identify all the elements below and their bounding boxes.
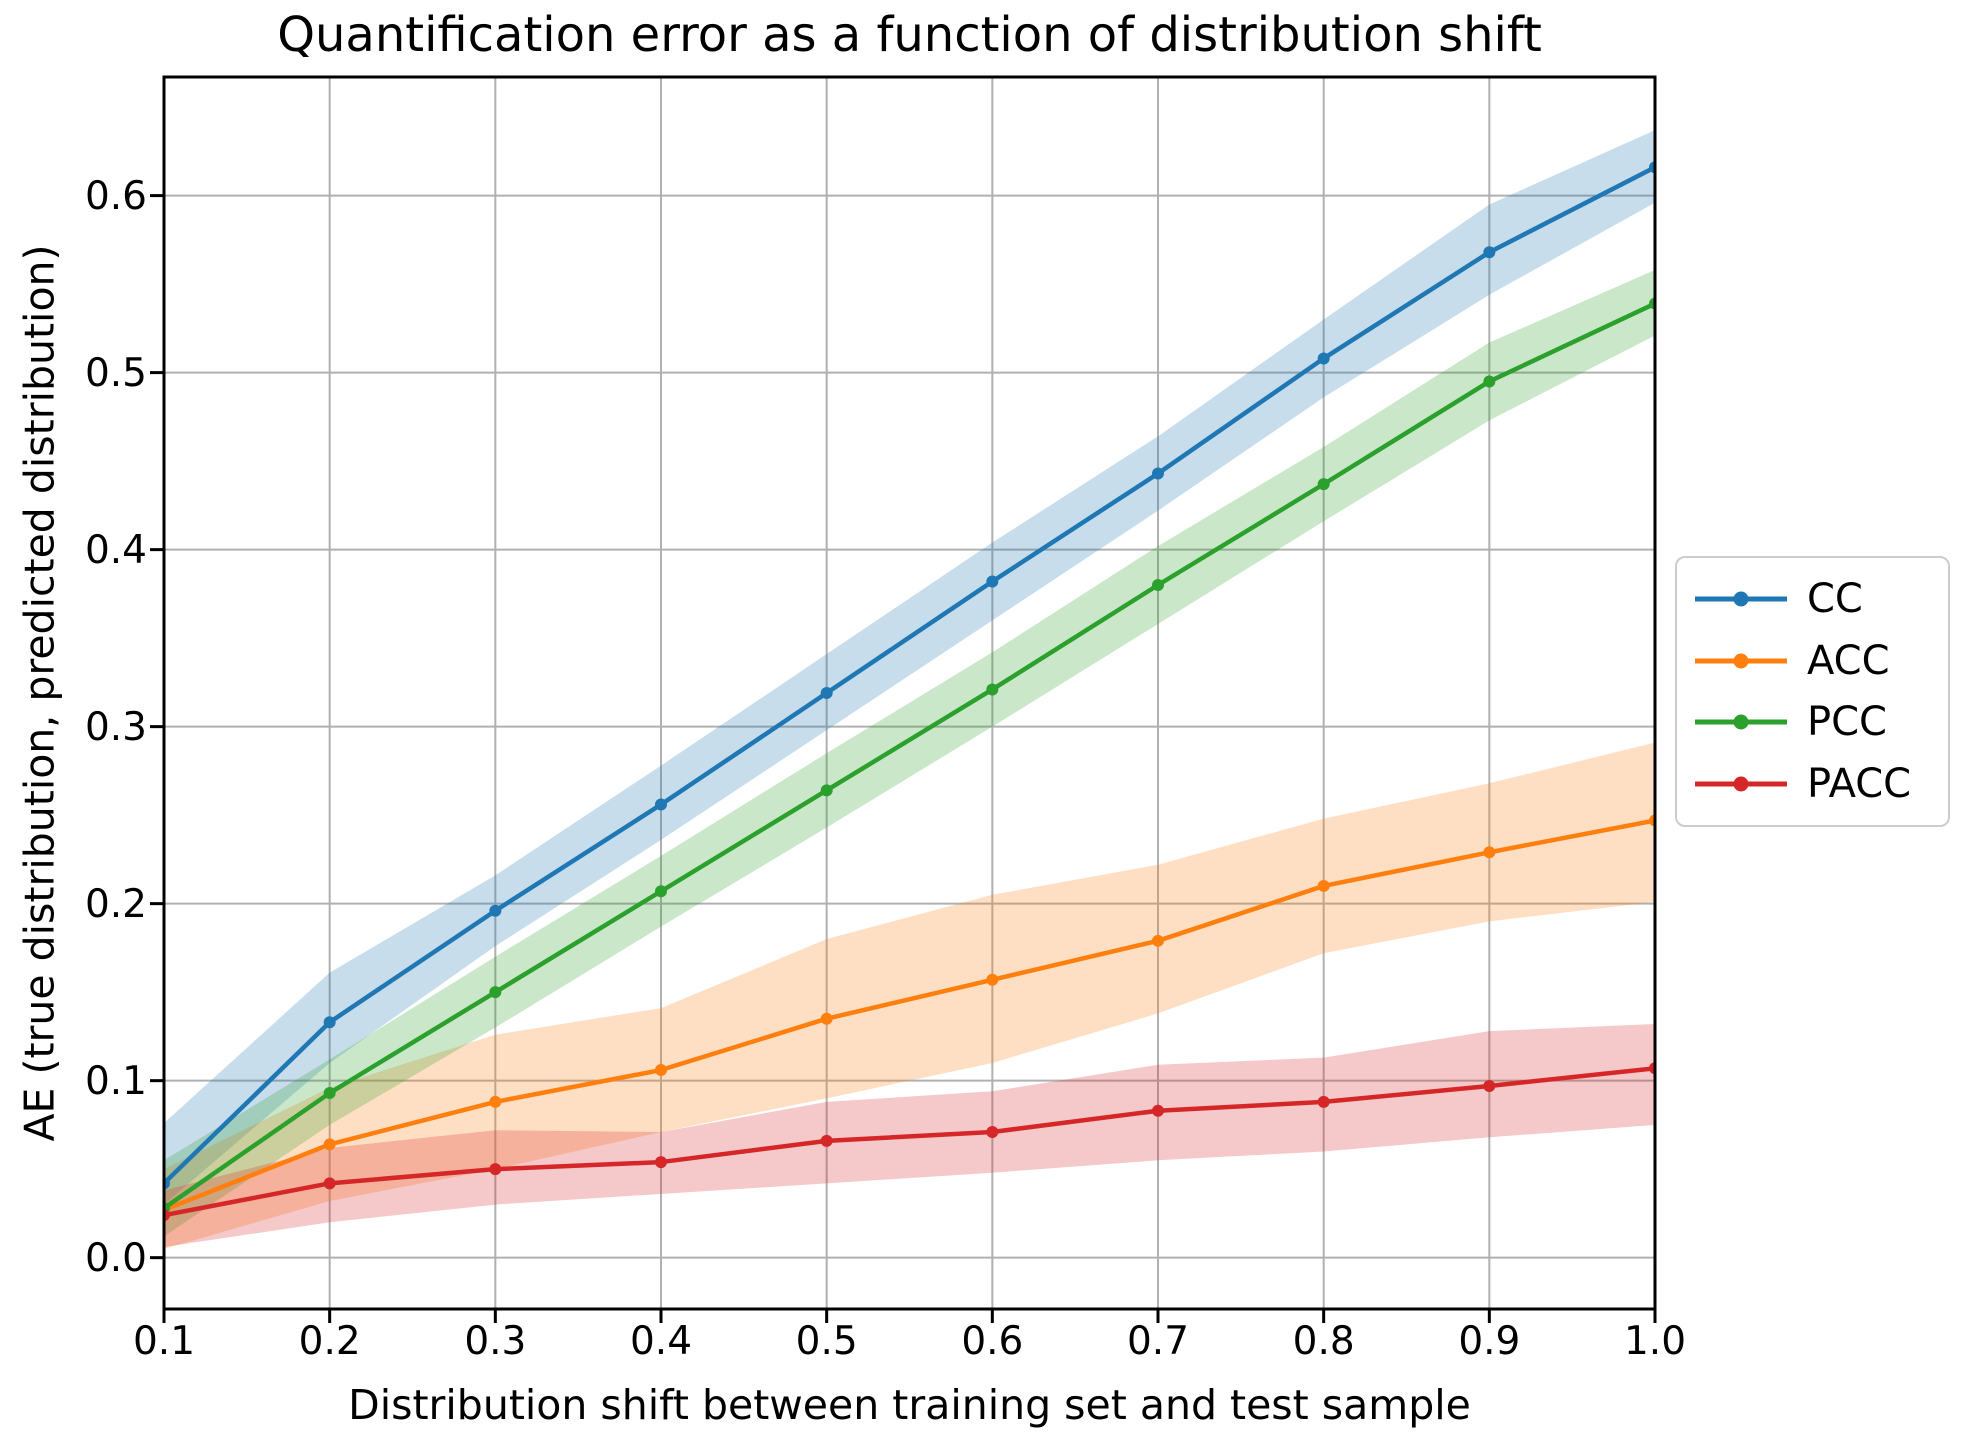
legend-line-sample-PCC: [1695, 714, 1787, 730]
data-point-PACC-0.9: [1483, 1079, 1496, 1092]
data-point-PCC-0.3: [489, 986, 502, 999]
data-point-PACC-0.3: [489, 1163, 502, 1176]
x-tick-label-0.6: 0.6: [961, 1319, 1024, 1364]
data-point-CC-0.6: [986, 575, 999, 588]
series-line-PACC: [164, 1066, 1655, 1218]
data-point-PCC-0.5: [820, 784, 833, 797]
data-point-CC-0.4: [655, 798, 667, 811]
y-tick-label-0.0: 0.0: [84, 1235, 147, 1281]
legend-line-sample-PACC: [1695, 776, 1787, 792]
data-point-ACC-0.4: [655, 1064, 667, 1077]
data-point-CC-0.9: [1483, 246, 1496, 259]
data-point-PACC-0.2: [323, 1177, 336, 1190]
y-tick-label-0.3: 0.3: [84, 704, 147, 750]
legend-label-PCC: PCC: [1807, 699, 1887, 746]
data-point-ACC-0.3: [489, 1095, 502, 1108]
legend-label-PACC: PACC: [1807, 761, 1912, 808]
data-point-ACC-0.7: [1152, 934, 1164, 947]
series-line-CC: [164, 165, 1655, 1186]
y-tick-label-0.2: 0.2: [84, 881, 147, 927]
data-point-ACC-0.2: [323, 1138, 336, 1151]
x-tick-label-0.3: 0.3: [464, 1319, 527, 1364]
x-tick-label-0.7: 0.7: [1126, 1319, 1190, 1364]
data-point-PACC-0.8: [1317, 1095, 1330, 1108]
data-point-CC-0.7: [1152, 467, 1164, 480]
confidence-band-CC: [164, 130, 1655, 1205]
x-axis-label: Distribution shift between training set …: [348, 1381, 1471, 1429]
x-tick-label-0.8: 0.8: [1292, 1319, 1355, 1364]
data-point-ACC-0.6: [986, 973, 999, 986]
data-point-PACC-0.7: [1152, 1104, 1164, 1117]
data-point-ACC-0.8: [1317, 879, 1330, 892]
data-point-PACC-0.5: [820, 1134, 833, 1147]
data-point-CC-0.8: [1317, 352, 1330, 365]
data-point-PACC-0.6: [986, 1125, 999, 1138]
chart-title: Quantification error as a function of di…: [277, 7, 1542, 63]
confidence-band-ACC: [164, 742, 1655, 1249]
plot-border: [162, 75, 1657, 1311]
data-point-ACC-0.5: [820, 1012, 833, 1025]
data-point-PCC-0.8: [1317, 478, 1330, 491]
data-point-PCC-0.9: [1483, 375, 1496, 388]
data-point-PCC-0.2: [323, 1087, 336, 1100]
y-tick-label-0.1: 0.1: [84, 1058, 147, 1104]
legend-item-PACC: PACC: [1693, 764, 1948, 804]
x-tick-label-0.5: 0.5: [795, 1319, 858, 1364]
series-line-ACC: [164, 818, 1655, 1213]
y-tick-label-0.5: 0.5: [84, 350, 147, 396]
data-point-PCC-0.4: [655, 885, 667, 898]
legend-box: CC ACC PCC PACC: [1675, 556, 1950, 827]
data-point-PCC-0.6: [986, 683, 999, 696]
x-tick-label-0.1: 0.1: [132, 1319, 196, 1364]
data-point-CC-0.2: [323, 1016, 336, 1029]
data-point-CC-0.5: [820, 687, 833, 699]
x-tick-label-0.2: 0.2: [298, 1319, 361, 1364]
series-line-PCC: [164, 301, 1655, 1211]
legend-label-ACC: ACC: [1807, 637, 1890, 684]
y-tick-label-0.4: 0.4: [84, 527, 147, 573]
data-point-ACC-0.9: [1483, 846, 1496, 859]
legend-item-CC: CC: [1693, 579, 1948, 619]
data-point-PACC-0.4: [655, 1156, 667, 1169]
y-tick-label-0.6: 0.6: [84, 173, 147, 219]
legend-item-ACC: ACC: [1693, 641, 1948, 681]
x-tick-label-0.4: 0.4: [629, 1319, 693, 1364]
legend-line-sample-ACC: [1695, 653, 1787, 669]
x-tick-label-1.0: 1.0: [1623, 1319, 1687, 1364]
x-tick-label-0.9: 0.9: [1458, 1319, 1521, 1364]
legend-item-PCC: PCC: [1693, 702, 1948, 742]
data-point-CC-0.3: [489, 904, 502, 917]
legend-line-sample-CC: [1695, 591, 1787, 607]
legend-label-CC: CC: [1807, 575, 1863, 622]
data-point-PCC-0.7: [1152, 579, 1164, 592]
